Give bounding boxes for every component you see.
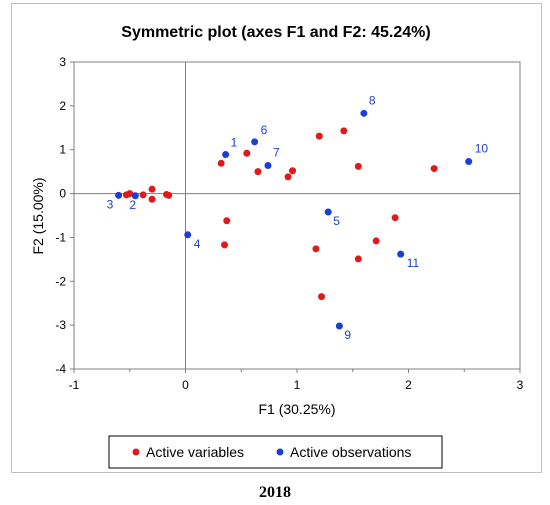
y-tick-label: 0 bbox=[59, 187, 66, 201]
active-observation-point bbox=[264, 162, 272, 170]
y-tick-label: -1 bbox=[55, 230, 66, 244]
active-observation-point bbox=[251, 138, 259, 146]
active-observation-point bbox=[131, 192, 139, 200]
observation-label: 9 bbox=[344, 328, 351, 342]
active-variable-point bbox=[223, 217, 231, 225]
active-variable-point bbox=[312, 245, 320, 253]
active-observation-point bbox=[222, 151, 230, 159]
legend-marker-active-observations bbox=[276, 448, 284, 456]
active-variable-point bbox=[254, 168, 262, 176]
observation-label: 3 bbox=[107, 197, 114, 211]
legend-label-active-observations: Active observations bbox=[290, 444, 411, 460]
legend: Active variables Active observations bbox=[108, 435, 443, 469]
observation-label: 2 bbox=[129, 198, 136, 212]
active-observation-point bbox=[324, 208, 332, 216]
scatter-chart: Symmetric plot (axes F1 and F2: 45.24%) … bbox=[30, 24, 524, 469]
x-tick-label: 1 bbox=[294, 378, 301, 392]
active-variable-point bbox=[165, 191, 173, 199]
active-variable-point bbox=[372, 237, 380, 245]
active-variable-point bbox=[148, 185, 156, 193]
active-variable-point bbox=[315, 132, 323, 140]
observation-label: 4 bbox=[194, 237, 201, 251]
active-variable-point bbox=[217, 159, 225, 167]
x-axis-title: F1 (30.25%) bbox=[258, 401, 335, 417]
x-tick-label: 3 bbox=[517, 378, 524, 392]
y-tick-label: 1 bbox=[59, 143, 66, 157]
observation-label: 8 bbox=[369, 93, 376, 107]
active-observation-point bbox=[465, 158, 473, 166]
y-tick-label: 2 bbox=[59, 99, 66, 113]
y-tick-label: -4 bbox=[55, 362, 66, 376]
active-variable-point bbox=[284, 173, 292, 181]
active-variable-point bbox=[148, 195, 156, 203]
legend-label-active-variables: Active variables bbox=[146, 444, 244, 460]
legend-marker-active-variables bbox=[132, 448, 140, 456]
y-tick-label: -2 bbox=[55, 274, 66, 288]
y-axis-title: F2 (15.00%) bbox=[30, 177, 46, 254]
active-variable-point bbox=[221, 241, 229, 249]
legend-box bbox=[108, 435, 443, 469]
observation-label: 5 bbox=[333, 214, 340, 228]
plot-area-border bbox=[73, 61, 521, 370]
active-variable-point bbox=[354, 255, 362, 263]
observation-label: 7 bbox=[273, 146, 280, 160]
active-variable-point bbox=[139, 191, 147, 199]
active-observation-point bbox=[335, 322, 343, 330]
active-variable-point bbox=[391, 214, 399, 222]
y-tick-label: 3 bbox=[59, 55, 66, 69]
active-observation-point bbox=[184, 231, 192, 239]
observation-label: 6 bbox=[261, 123, 268, 137]
active-variable-point bbox=[289, 167, 297, 175]
active-variable-point bbox=[430, 165, 438, 173]
active-variable-point bbox=[340, 127, 348, 135]
observation-label: 1 bbox=[231, 136, 238, 150]
x-tick-label: 2 bbox=[405, 378, 412, 392]
chart-title: Symmetric plot (axes F1 and F2: 45.24%) bbox=[121, 24, 430, 41]
active-variable-point bbox=[126, 190, 134, 198]
active-observation-point bbox=[360, 109, 368, 117]
active-variable-point bbox=[354, 162, 362, 170]
active-observation-point bbox=[397, 250, 405, 258]
chart-frame: Symmetric plot (axes F1 and F2: 45.24%) … bbox=[11, 3, 542, 473]
active-variable-point bbox=[318, 293, 326, 301]
y-tick-label: -3 bbox=[55, 318, 66, 332]
x-tick-label: 0 bbox=[182, 378, 189, 392]
figure-caption: 2018 bbox=[259, 484, 291, 501]
x-tick-label: -1 bbox=[69, 378, 80, 392]
active-observation-point bbox=[115, 191, 123, 199]
observation-label: 10 bbox=[475, 142, 489, 156]
active-variable-point bbox=[243, 149, 251, 157]
observation-label: 11 bbox=[407, 256, 420, 270]
